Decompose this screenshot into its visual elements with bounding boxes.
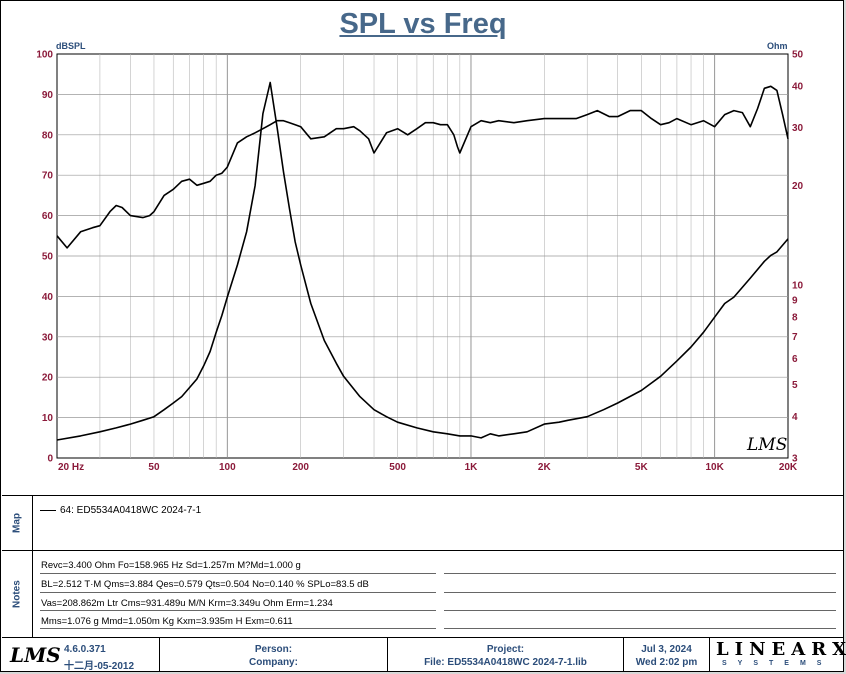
- version-text: 4.6.0.371: [64, 644, 106, 655]
- notes-section-label: Notes: [11, 580, 23, 608]
- legend-swatch: [40, 510, 56, 511]
- footer-date-cell: Jul 3, 2024 Wed 2:02 pm: [624, 638, 710, 671]
- note-rule: [444, 573, 836, 574]
- x-tick-label: 200: [292, 462, 309, 473]
- note-rule: [444, 610, 836, 611]
- note-line-4: Mms=1.076 g Mmd=1.050m Kg Kxm=3.935m H E…: [41, 616, 293, 627]
- footer-person-cell: Person: Company:: [160, 638, 388, 671]
- lms-watermark-logo: LMS: [746, 435, 787, 455]
- project-label: Project:: [486, 644, 525, 655]
- notes-divider: [32, 551, 33, 637]
- note-line-3: Vas=208.862m Ltr Cms=931.489u M/N Krm=3.…: [41, 598, 333, 609]
- x-tick-label: 20K: [779, 462, 798, 473]
- x-tick-label: 2K: [538, 462, 552, 473]
- lms-logo: LMS: [10, 643, 61, 667]
- y-tick-label-right: 50: [792, 50, 804, 61]
- y-tick-label-right: 40: [792, 82, 804, 93]
- y-tick-label-left: 40: [42, 292, 54, 303]
- y-tick-label-left: 30: [42, 332, 54, 343]
- x-tick-label: 500: [389, 462, 406, 473]
- x-tick-label: 10K: [705, 462, 724, 473]
- y-tick-label-left: 20: [42, 373, 54, 384]
- date-text: Jul 3, 2024: [641, 644, 692, 655]
- note-rule: [444, 592, 836, 593]
- build-date-text: 十二月-05-2012: [64, 661, 135, 672]
- footer-brand-cell: LINEARX SYSTEMS: [710, 638, 846, 671]
- grid: [56, 53, 789, 459]
- time-text: Wed 2:02 pm: [635, 657, 698, 668]
- y-tick-label-left: 90: [42, 90, 54, 101]
- note-rule: [40, 592, 436, 593]
- footer-divider: [2, 637, 843, 638]
- map-divider: [32, 496, 33, 550]
- y-tick-label-left: 50: [42, 252, 54, 263]
- x-tick-label: 100: [219, 462, 236, 473]
- note-line-1: Revc=3.400 Ohm Fo=158.965 Hz Sd=1.257m M…: [41, 560, 301, 571]
- spl-impedance-chart: 20 Hz 50 100 200 500 1K 2K 5K 10K 20K 0 10 20 30 40 50 6…: [36, 41, 803, 474]
- y-tick-label-right: 4: [792, 412, 798, 423]
- y-tick-label-right: 6: [792, 354, 798, 365]
- y-tick-label-right: 3: [792, 454, 798, 465]
- y-tick-label-right: 8: [792, 313, 798, 324]
- x-tick-label: 50: [148, 462, 160, 473]
- note-rule: [40, 628, 436, 629]
- y-tick-label-right: 5: [792, 380, 798, 391]
- note-rule: [40, 610, 436, 611]
- linearx-sub-logo: SYSTEMS: [722, 660, 833, 667]
- person-label: Person:: [254, 644, 293, 655]
- tick-labels: 20 Hz 50 100 200 500 1K 2K 5K 10K 20K 0 10 20 30 40 50 6…: [36, 50, 803, 474]
- map-section-label: Map: [11, 513, 23, 533]
- legend-entry: 64: ED5534A0418WC 2024-7-1: [40, 505, 201, 516]
- y-tick-label-right: 9: [792, 296, 798, 307]
- y-tick-label-left: 80: [42, 130, 54, 141]
- linearx-logo: LINEARX: [716, 639, 846, 660]
- impedance-curve: [56, 81, 789, 441]
- x-tick-label: 20 Hz: [58, 462, 84, 473]
- y-tick-label-left: 70: [42, 171, 54, 182]
- y-axis-label-left: dBSPL: [56, 41, 86, 51]
- y-tick-label-left: 10: [42, 413, 54, 424]
- notes-panel: Notes: [2, 550, 843, 637]
- x-tick-label: 1K: [465, 462, 479, 473]
- company-label: Company:: [249, 657, 298, 668]
- map-panel: Map: [2, 495, 843, 550]
- y-tick-label-left: 0: [47, 454, 53, 465]
- legend-entry-label: 64: ED5534A0418WC 2024-7-1: [60, 505, 202, 516]
- chart-title: SPL vs Freq: [339, 8, 507, 40]
- y-tick-label-right: 30: [792, 123, 804, 134]
- footer-version-cell: LMS 4.6.0.371 十二月-05-2012: [2, 638, 160, 672]
- spl-curve: [56, 85, 789, 249]
- y-tick-label-right: 10: [792, 281, 804, 292]
- file-label: File: ED5534A0418WC 2024-7-1.lib: [424, 657, 587, 668]
- footer-project-cell: Project: File: ED5534A0418WC 2024-7-1.li…: [388, 638, 624, 671]
- note-line-2: BL=2.512 T·M Qms=3.884 Qes=0.579 Qts=0.5…: [41, 579, 369, 590]
- x-tick-label: 5K: [635, 462, 649, 473]
- series-lines: [56, 81, 789, 441]
- note-rule: [444, 628, 836, 629]
- y-tick-label-right: 20: [792, 181, 804, 192]
- y-tick-label-right: 7: [792, 332, 798, 343]
- y-axis-label-right: Ohm: [767, 41, 788, 51]
- note-rule: [40, 573, 436, 574]
- y-tick-label-left: 100: [36, 50, 53, 61]
- y-tick-label-left: 60: [42, 211, 54, 222]
